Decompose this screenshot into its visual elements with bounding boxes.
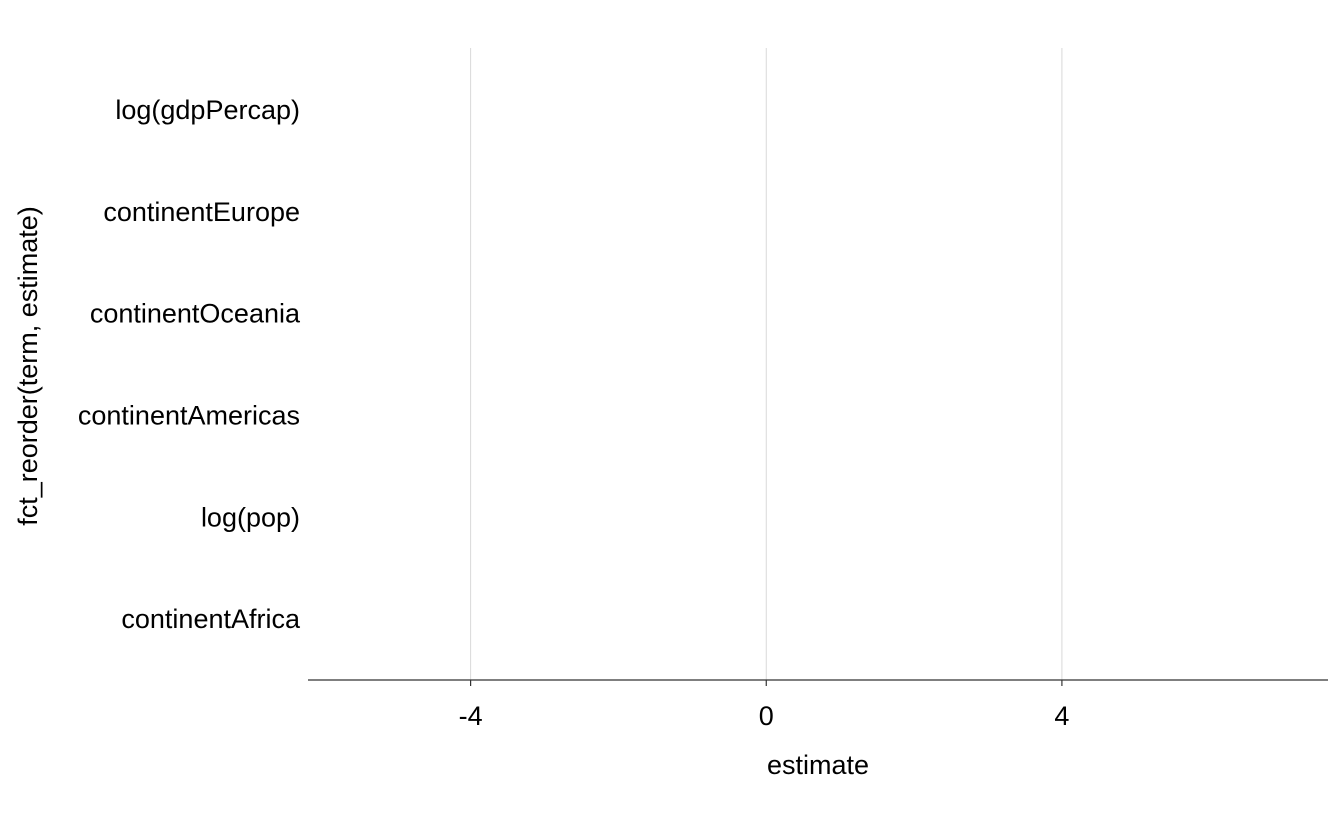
y-axis-title: fct_reorder(term, estimate) bbox=[13, 206, 43, 526]
y-tick-label: continentOceania bbox=[90, 299, 301, 329]
x-axis-title: estimate bbox=[767, 750, 869, 780]
x-tick-label: 0 bbox=[759, 701, 774, 731]
y-tick-label: continentAmericas bbox=[78, 401, 300, 431]
y-tick-label: continentEurope bbox=[103, 197, 300, 227]
x-tick-label: 4 bbox=[1054, 701, 1069, 731]
x-ticks: -4 0 4 bbox=[459, 680, 1069, 731]
y-tick-label: log(gdpPercap) bbox=[115, 95, 300, 125]
y-tick-labels: continentAfrica log(pop) continentAmericas… bbox=[78, 95, 301, 634]
y-tick-label: log(pop) bbox=[201, 502, 300, 532]
gridlines bbox=[470, 48, 1063, 680]
y-tick-label: continentAfrica bbox=[121, 604, 301, 634]
x-tick-label: -4 bbox=[459, 701, 483, 731]
